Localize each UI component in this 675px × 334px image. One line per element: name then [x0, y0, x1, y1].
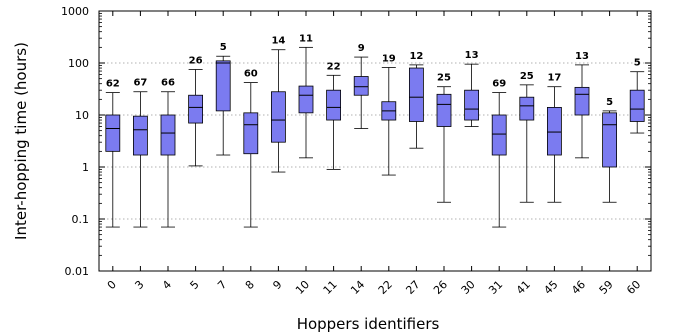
box — [132, 115, 148, 156]
count-label: 66 — [161, 78, 175, 89]
label-layer: 62 67 66 26 5 60 14 11 22 9 19 12 25 13 69 25 17 13 5 5 — [106, 33, 641, 108]
box — [519, 96, 535, 121]
x-tick-label: 11 — [321, 278, 340, 297]
count-label: 5 — [220, 42, 227, 53]
count-label: 11 — [299, 33, 313, 44]
box — [160, 114, 176, 156]
box — [464, 89, 480, 121]
x-tick-label: 10 — [293, 278, 312, 297]
count-label: 5 — [634, 58, 641, 69]
count-label: 14 — [271, 36, 285, 47]
x-axis-title: Hoppers identifiers — [297, 315, 440, 333]
x-tick-label: 5 — [188, 278, 202, 292]
x-tick-label: 60 — [624, 278, 643, 297]
y-tick-label: 0.01 — [65, 265, 90, 278]
x-tick-label: 26 — [431, 278, 450, 297]
count-label: 13 — [465, 50, 479, 61]
count-label: 69 — [492, 79, 506, 90]
x-tick-label: 7 — [215, 278, 229, 292]
x-tick-label: 8 — [243, 278, 257, 292]
count-label: 60 — [244, 69, 258, 80]
x-tick-label: 4 — [160, 278, 174, 292]
x-tick-label: 30 — [459, 278, 478, 297]
count-label: 26 — [189, 55, 203, 66]
y-tick-label: 100 — [68, 57, 89, 70]
count-label: 22 — [327, 61, 341, 72]
y-tick-label: 0.1 — [72, 213, 90, 226]
count-label: 12 — [409, 51, 423, 62]
x-tick-label: 41 — [514, 278, 533, 297]
box-layer — [105, 46, 645, 228]
grid-layer — [99, 62, 651, 220]
count-label: 67 — [133, 78, 147, 89]
box — [298, 85, 314, 114]
box — [353, 76, 369, 96]
count-label: 19 — [382, 53, 396, 64]
box — [629, 89, 645, 122]
count-label: 5 — [606, 97, 613, 108]
box — [215, 60, 231, 112]
box — [574, 86, 590, 116]
count-label: 9 — [358, 43, 365, 54]
box — [436, 93, 452, 127]
count-label: 25 — [437, 73, 451, 84]
box — [243, 112, 259, 155]
box — [408, 67, 424, 122]
y-tick-label: 1 — [82, 161, 89, 174]
y-axis-title: Inter-hopping time (hours) — [12, 42, 30, 240]
box — [188, 94, 204, 124]
x-tick-label: 27 — [403, 278, 422, 297]
x-tick-label: 0 — [105, 278, 119, 292]
x-tick-label: 45 — [541, 278, 560, 297]
count-label: 25 — [520, 71, 534, 82]
x-tick-label: 22 — [376, 278, 395, 297]
x-tick-label: 59 — [597, 278, 616, 297]
x-tick-label: 3 — [132, 278, 146, 292]
y-tick-label: 10 — [75, 109, 89, 122]
x-tick-label: 9 — [270, 278, 284, 292]
count-label: 62 — [106, 79, 120, 90]
box — [547, 107, 562, 156]
box — [491, 114, 507, 156]
x-tick-label: 14 — [348, 278, 367, 297]
plot-frame — [98, 10, 652, 272]
count-label: 13 — [575, 51, 589, 62]
x-tick-label: 31 — [486, 278, 505, 297]
count-label: 17 — [547, 73, 561, 84]
box — [270, 91, 286, 143]
box — [105, 114, 121, 152]
y-tick-label: 1000 — [61, 5, 89, 18]
box — [602, 112, 617, 168]
box — [326, 89, 342, 121]
x-tick-label: 46 — [569, 278, 588, 297]
